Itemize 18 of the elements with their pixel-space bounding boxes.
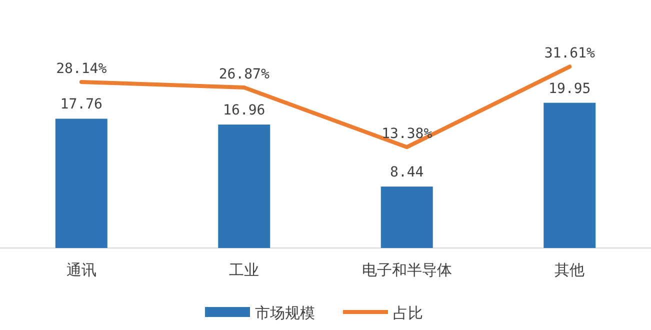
data-label: 17.76 xyxy=(60,96,102,113)
bar xyxy=(380,186,433,248)
x-tick-label: 通讯 xyxy=(66,261,96,279)
bar xyxy=(544,102,596,248)
legend-label: 市场规模 xyxy=(255,304,315,322)
data-label: 8.44 xyxy=(390,164,424,181)
legend-label: 占比 xyxy=(393,304,423,322)
x-tick-label: 工业 xyxy=(229,261,260,279)
bar xyxy=(218,124,270,248)
data-label: 13.38% xyxy=(382,126,433,142)
data-label: 31.61% xyxy=(544,46,596,62)
data-label: 16.96 xyxy=(223,102,266,119)
data-label: 26.87% xyxy=(218,66,270,83)
bar xyxy=(55,118,108,248)
x-tick-label: 电子和半导体 xyxy=(362,261,452,279)
data-label: 28.14% xyxy=(56,60,108,77)
data-label: 19.95 xyxy=(548,80,591,97)
x-tick-label: 其他 xyxy=(554,261,585,279)
